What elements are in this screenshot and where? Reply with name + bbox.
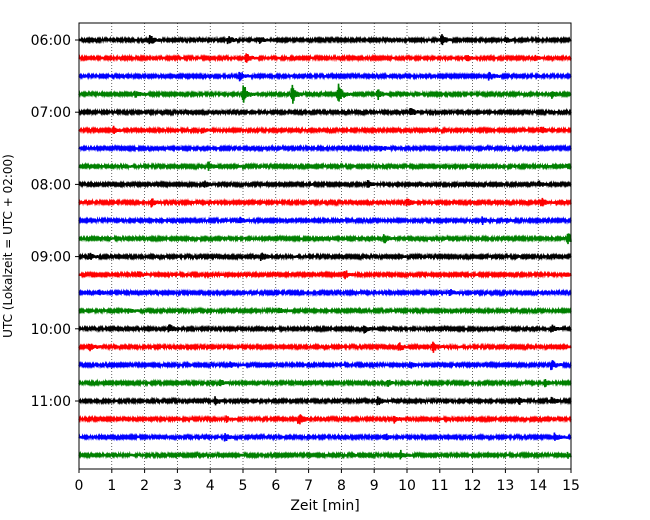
x-axis-label: Zeit [min]	[290, 498, 359, 514]
trace-line	[78, 414, 572, 425]
plot-frame	[78, 22, 572, 470]
x-tick-label: 0	[75, 478, 84, 494]
y-tick-label: 06:00	[31, 33, 71, 49]
trace-line	[78, 53, 572, 63]
trace-line	[78, 360, 572, 371]
trace-line	[78, 107, 572, 117]
trace-line	[78, 125, 572, 135]
trace-line	[78, 179, 572, 189]
x-tick-label: 2	[140, 478, 149, 494]
trace-line	[78, 161, 572, 171]
trace-line	[78, 341, 572, 353]
trace-line	[78, 449, 572, 460]
y-axis-label: UTC (Lokalzeit = UTC + 02:00)	[1, 154, 15, 338]
trace-line	[78, 378, 572, 388]
trace-line	[78, 432, 572, 442]
y-tick-label: 11:00	[31, 394, 71, 410]
x-tick-label: 5	[239, 478, 248, 494]
x-tick-label: 7	[304, 478, 313, 494]
trace-line	[78, 197, 572, 208]
y-axis-ticks: 06:00 07:00 08:00 09:00 10:00 11:00	[31, 33, 79, 410]
grid-lines	[111, 23, 539, 469]
x-tick-label: 11	[431, 478, 449, 494]
x-tick-label: 13	[496, 478, 514, 494]
trace-line	[78, 396, 572, 406]
trace-line	[78, 306, 572, 316]
x-tick-label: 9	[370, 478, 379, 494]
trace-line	[78, 270, 572, 280]
y-tick-label: 09:00	[31, 250, 71, 266]
x-tick-label: 14	[529, 478, 547, 494]
trace-line	[78, 324, 572, 334]
trace-line	[78, 143, 572, 153]
x-tick-label: 4	[206, 478, 215, 494]
x-tick-label: 12	[464, 478, 482, 494]
x-axis-ticks: 0 1 2 3 4 5 6 7 8 9 10 11 12 13 14 15	[75, 469, 580, 494]
trace-line	[78, 71, 572, 82]
y-tick-label: 08:00	[31, 177, 71, 193]
trace-line	[78, 233, 572, 245]
trace-line	[78, 83, 572, 104]
x-tick-label: 3	[173, 478, 182, 494]
y-tick-label: 10:00	[31, 322, 71, 338]
x-tick-label: 10	[398, 478, 416, 494]
x-tick-label: 1	[107, 478, 116, 494]
x-tick-label: 15	[562, 478, 580, 494]
trace-group	[78, 34, 572, 460]
trace-line	[78, 288, 572, 298]
x-tick-label: 6	[271, 478, 280, 494]
trace-line	[78, 215, 572, 225]
trace-line	[78, 252, 572, 262]
trace-line	[78, 34, 572, 46]
x-tick-label: 8	[337, 478, 346, 494]
y-tick-label: 07:00	[31, 105, 71, 121]
